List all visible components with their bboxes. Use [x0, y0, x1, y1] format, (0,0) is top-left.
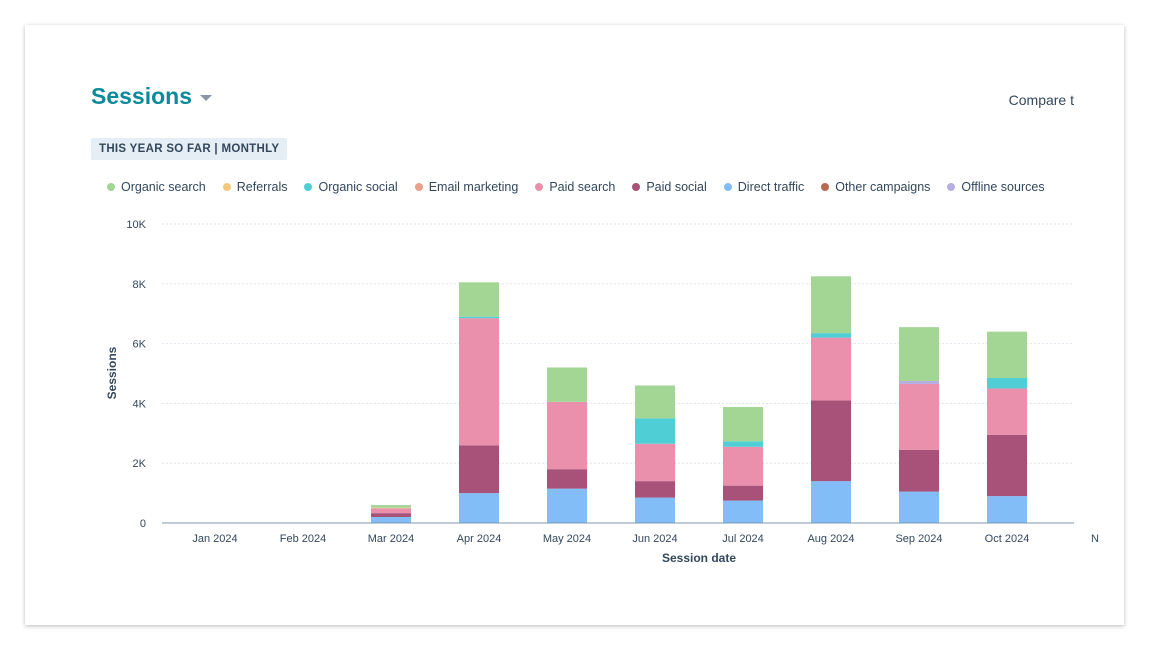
legend-item[interactable]: Direct traffic [723, 180, 805, 194]
x-tick-label: N [1091, 533, 1099, 545]
bar-segment [635, 497, 675, 523]
x-tick-label: Aug 2024 [807, 533, 854, 545]
bar-segment [547, 469, 587, 489]
bar-segment [987, 434, 1027, 497]
y-tick-label: 10K [126, 219, 146, 231]
compare-button[interactable]: Compare t [1008, 92, 1074, 108]
legend-swatch [222, 183, 231, 191]
bar-segment [987, 388, 1027, 435]
x-tick-label: Jun 2024 [632, 533, 677, 545]
date-range-badge: THIS YEAR SO FAR | MONTHLY [91, 138, 288, 160]
legend-label: Direct traffic [737, 180, 805, 194]
report-card: Sessions Compare t THIS YEAR SO FAR | MO… [25, 25, 1124, 625]
bar-segment [899, 449, 939, 492]
legend-swatch [947, 183, 956, 191]
bar-segment [459, 318, 499, 446]
x-tick-label: Oct 2024 [985, 533, 1030, 545]
legend-swatch [632, 183, 641, 191]
y-tick-label: 4K [133, 398, 147, 410]
report-title-dropdown[interactable]: Sessions [91, 83, 212, 110]
bar-segment [459, 316, 499, 319]
bar-segment [635, 418, 675, 444]
bar-segment [635, 481, 675, 498]
legend-label: Referrals [236, 180, 288, 194]
chart-legend: Organic search Referrals Organic social Ema… [107, 180, 1075, 200]
x-tick-label: Jan 2024 [192, 533, 237, 545]
y-tick-label: 0 [140, 518, 146, 530]
bar-segment [811, 481, 851, 523]
legend-swatch [821, 183, 830, 191]
bar-segment [723, 485, 763, 501]
legend-item[interactable]: Email marketing [414, 180, 519, 194]
legend-label: Offline sources [961, 180, 1045, 194]
x-tick-label: Apr 2024 [457, 533, 502, 545]
bar-segment [459, 445, 499, 494]
legend-swatch [414, 183, 423, 191]
legend-swatch [535, 183, 544, 191]
legend-item[interactable]: Referrals [222, 180, 288, 194]
x-tick-label: Mar 2024 [368, 533, 414, 545]
legend-label: Email marketing [428, 180, 519, 194]
bar-segment [547, 488, 587, 523]
bar-segment [371, 517, 411, 523]
report-title: Sessions [91, 83, 192, 109]
y-tick-label: 6K [133, 339, 147, 351]
legend-item[interactable]: Organic social [304, 180, 398, 194]
bar-segment [547, 401, 587, 470]
y-axis-title: Sessions [105, 346, 119, 399]
bar-segment [723, 500, 763, 523]
x-tick-label: May 2024 [543, 533, 591, 545]
legend-item[interactable]: Offline sources [947, 180, 1045, 194]
bar-segment [723, 406, 763, 442]
bar-segment [371, 513, 411, 518]
bar-segment [459, 493, 499, 523]
legend-label: Organic search [121, 180, 206, 194]
bar-segment [899, 327, 939, 381]
legend-item[interactable]: Other campaigns [821, 180, 930, 194]
x-tick-label: Sep 2024 [895, 533, 942, 545]
bar-segment [371, 508, 411, 509]
bar-segment [371, 508, 411, 514]
bar-segment [987, 331, 1027, 378]
x-tick-label: Jul 2024 [722, 533, 764, 545]
bar-segment [811, 337, 851, 401]
bar-segment [723, 441, 763, 447]
bar-segment [723, 446, 763, 486]
bar-segment [987, 377, 1027, 389]
bar-segment [811, 333, 851, 338]
bar-segment [811, 400, 851, 482]
x-tick-label: Feb 2024 [280, 533, 326, 545]
bar-segment [811, 276, 851, 334]
bar-segment [987, 496, 1027, 523]
legend-swatch [304, 183, 313, 191]
legend-item[interactable]: Organic search [107, 180, 206, 194]
legend-label: Other campaigns [835, 180, 931, 194]
legend-label: Paid search [549, 180, 616, 194]
legend-label: Organic social [318, 180, 398, 194]
legend-item[interactable]: Paid social [632, 180, 707, 194]
bar-segment [459, 282, 499, 317]
sessions-bar-chart: 0 2K 4K 6K 8K 10K Jan 2024 Feb 2024 Mar 2024 Apr … [105, 219, 1099, 565]
bar-segment [635, 443, 675, 482]
y-tick-label: 2K [133, 458, 147, 470]
bar-segment [899, 383, 939, 450]
bar-segment [899, 380, 939, 384]
x-axis-title: Session date [662, 551, 736, 565]
legend-swatch [107, 183, 115, 191]
bar-segment [371, 505, 411, 508]
legend-swatch [723, 183, 732, 191]
y-tick-label: 8K [133, 279, 147, 291]
legend-label: Paid social [646, 180, 707, 194]
bar-segment [635, 385, 675, 419]
bar-segment [899, 491, 939, 523]
chevron-down-icon [200, 95, 212, 101]
bar-segment [547, 367, 587, 402]
legend-item[interactable]: Paid search [535, 180, 615, 194]
